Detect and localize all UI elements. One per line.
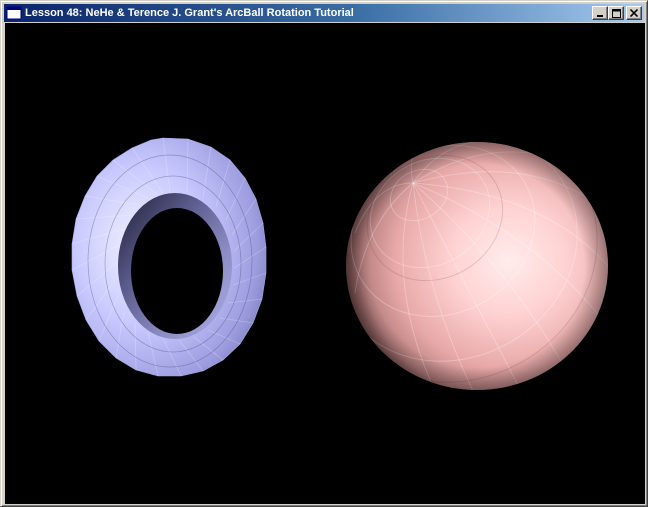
close-icon [630, 9, 638, 17]
sphere-object[interactable] [264, 64, 645, 458]
app-window-icon[interactable] [6, 6, 22, 20]
torus-object[interactable] [71, 137, 267, 377]
arcball-scene[interactable] [5, 23, 645, 504]
close-button[interactable] [626, 6, 642, 20]
maximize-icon [611, 8, 621, 18]
opengl-viewport[interactable] [5, 23, 645, 504]
title-bar[interactable]: Lesson 48: NeHe & Terence J. Grant's Arc… [4, 4, 644, 22]
window-title: Lesson 48: NeHe & Terence J. Grant's Arc… [25, 7, 354, 19]
window-controls [592, 6, 642, 20]
maximize-button[interactable] [608, 6, 624, 20]
minimize-icon [597, 15, 603, 17]
minimize-button[interactable] [592, 6, 608, 20]
